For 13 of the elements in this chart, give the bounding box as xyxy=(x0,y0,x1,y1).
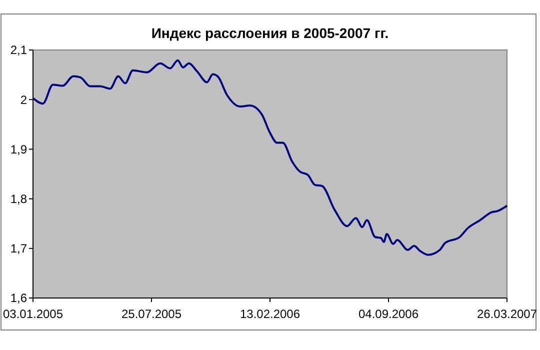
y-tick-label: 2 xyxy=(20,92,28,107)
y-tick-label: 1,7 xyxy=(10,242,28,256)
x-tick-label: 25.07.2005 xyxy=(121,307,182,321)
x-tick-label: 04.09.2006 xyxy=(358,307,419,321)
y-tick-label: 1,6 xyxy=(10,291,28,306)
x-tick-label: 26.03.2007 xyxy=(476,307,538,321)
y-tick-label: 2,1 xyxy=(10,43,28,58)
y-tick-label: 1,9 xyxy=(10,142,28,156)
line-series xyxy=(32,59,508,256)
chart-title: Индекс расслоения в 2005-2007 гг. xyxy=(151,25,389,41)
x-tick-label: 13.02.2006 xyxy=(240,307,300,321)
x-tick-label: 03.01.2005 xyxy=(2,307,64,321)
y-tick-label: 1,8 xyxy=(10,192,28,206)
